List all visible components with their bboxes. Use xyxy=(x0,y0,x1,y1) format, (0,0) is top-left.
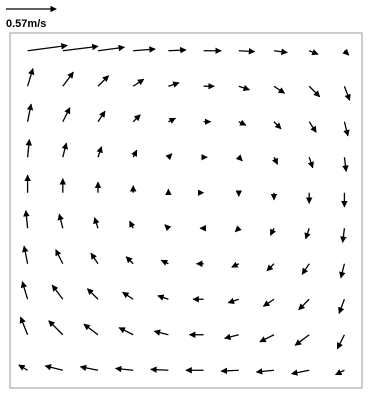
vector-arrow xyxy=(97,44,126,52)
vector-arrow xyxy=(22,245,29,264)
vector-arrow xyxy=(132,114,141,123)
vector-arrow xyxy=(129,220,136,229)
vector-arrow xyxy=(308,49,319,56)
vector-arrow xyxy=(164,224,172,232)
vector-arrow xyxy=(153,329,169,336)
vector-arrow xyxy=(238,84,250,92)
vector-arrow xyxy=(51,284,64,300)
vector-arrow xyxy=(273,85,286,94)
vector-arrow xyxy=(160,259,169,266)
vector-arrow xyxy=(308,85,321,98)
vector-arrow xyxy=(168,117,177,124)
vector-arrow xyxy=(150,366,169,373)
vector-arrow xyxy=(90,252,99,265)
vector-arrow xyxy=(157,294,169,301)
vector-arrow xyxy=(44,364,63,371)
vector-arrow xyxy=(20,281,29,300)
vector-arrow xyxy=(234,225,242,233)
vector-arrow xyxy=(57,213,64,229)
vector-arrow xyxy=(168,81,180,88)
vector-arrow xyxy=(231,261,240,268)
vector-arrow xyxy=(23,210,30,229)
vector-arrow xyxy=(79,364,99,372)
vector-arrow xyxy=(298,298,310,311)
vector-arrow xyxy=(255,368,275,375)
vector-arrow xyxy=(62,107,71,123)
vector-arrow xyxy=(290,369,310,376)
vector-arrow xyxy=(26,103,34,122)
vector-arrow xyxy=(273,48,288,55)
vector-arrow xyxy=(122,291,134,300)
vector-arrow xyxy=(168,46,187,54)
vector-arrow xyxy=(235,154,243,162)
vector-arrow xyxy=(93,217,100,229)
vector-arrow xyxy=(96,146,103,158)
vector-arrow xyxy=(340,228,347,243)
vector-arrow xyxy=(273,121,282,130)
vector-arrow xyxy=(271,156,279,165)
vector-arrow xyxy=(48,320,64,336)
vector-arrow xyxy=(227,297,240,305)
vector-arrow xyxy=(132,78,145,87)
vector-arrow xyxy=(26,68,35,87)
vector-arrow xyxy=(27,43,68,52)
vector-arrow xyxy=(266,263,275,272)
vector-arrow xyxy=(342,48,350,56)
vector-arrow xyxy=(114,365,134,373)
vector-arrow xyxy=(238,48,256,55)
vector-arrow xyxy=(125,256,134,265)
vector-arrow xyxy=(259,334,275,343)
vector-arrow xyxy=(62,71,74,87)
vector-arrow xyxy=(262,298,275,307)
vector-arrow xyxy=(118,327,134,336)
vector-arrow xyxy=(19,316,29,335)
vector-arrow xyxy=(301,263,310,275)
vector-arrow xyxy=(269,227,277,236)
vector-arrow xyxy=(62,43,99,52)
vector-arrow xyxy=(294,334,310,346)
vector-arrow xyxy=(343,121,350,137)
vector-arrow xyxy=(97,75,110,87)
plot-frame xyxy=(9,32,363,389)
vector-arrow xyxy=(25,139,33,158)
vector-arrow xyxy=(86,288,99,300)
vector-arrow xyxy=(336,334,345,350)
vector-arrow xyxy=(339,263,346,279)
vector-arrow xyxy=(55,249,64,265)
vector-arrow xyxy=(308,121,317,133)
vector-arrow xyxy=(304,228,311,240)
scale-label: 0.57m/s xyxy=(6,18,46,30)
vector-arrow xyxy=(97,110,106,123)
vector-arrow xyxy=(343,86,351,101)
vector-arrow xyxy=(61,142,69,158)
vector-arrow xyxy=(165,153,173,161)
vector-arrow xyxy=(307,157,314,169)
vector-arrow xyxy=(342,157,349,172)
vector-arrow xyxy=(338,299,346,314)
vector-arrow xyxy=(131,149,138,158)
vector-arrow xyxy=(133,46,156,53)
vector-arrow xyxy=(224,333,239,341)
vector-arrow xyxy=(18,364,28,371)
vector-arrow xyxy=(83,323,99,336)
vector-arrow xyxy=(335,369,345,376)
vector-arrow xyxy=(238,119,247,126)
vector-arrow xyxy=(220,367,239,375)
